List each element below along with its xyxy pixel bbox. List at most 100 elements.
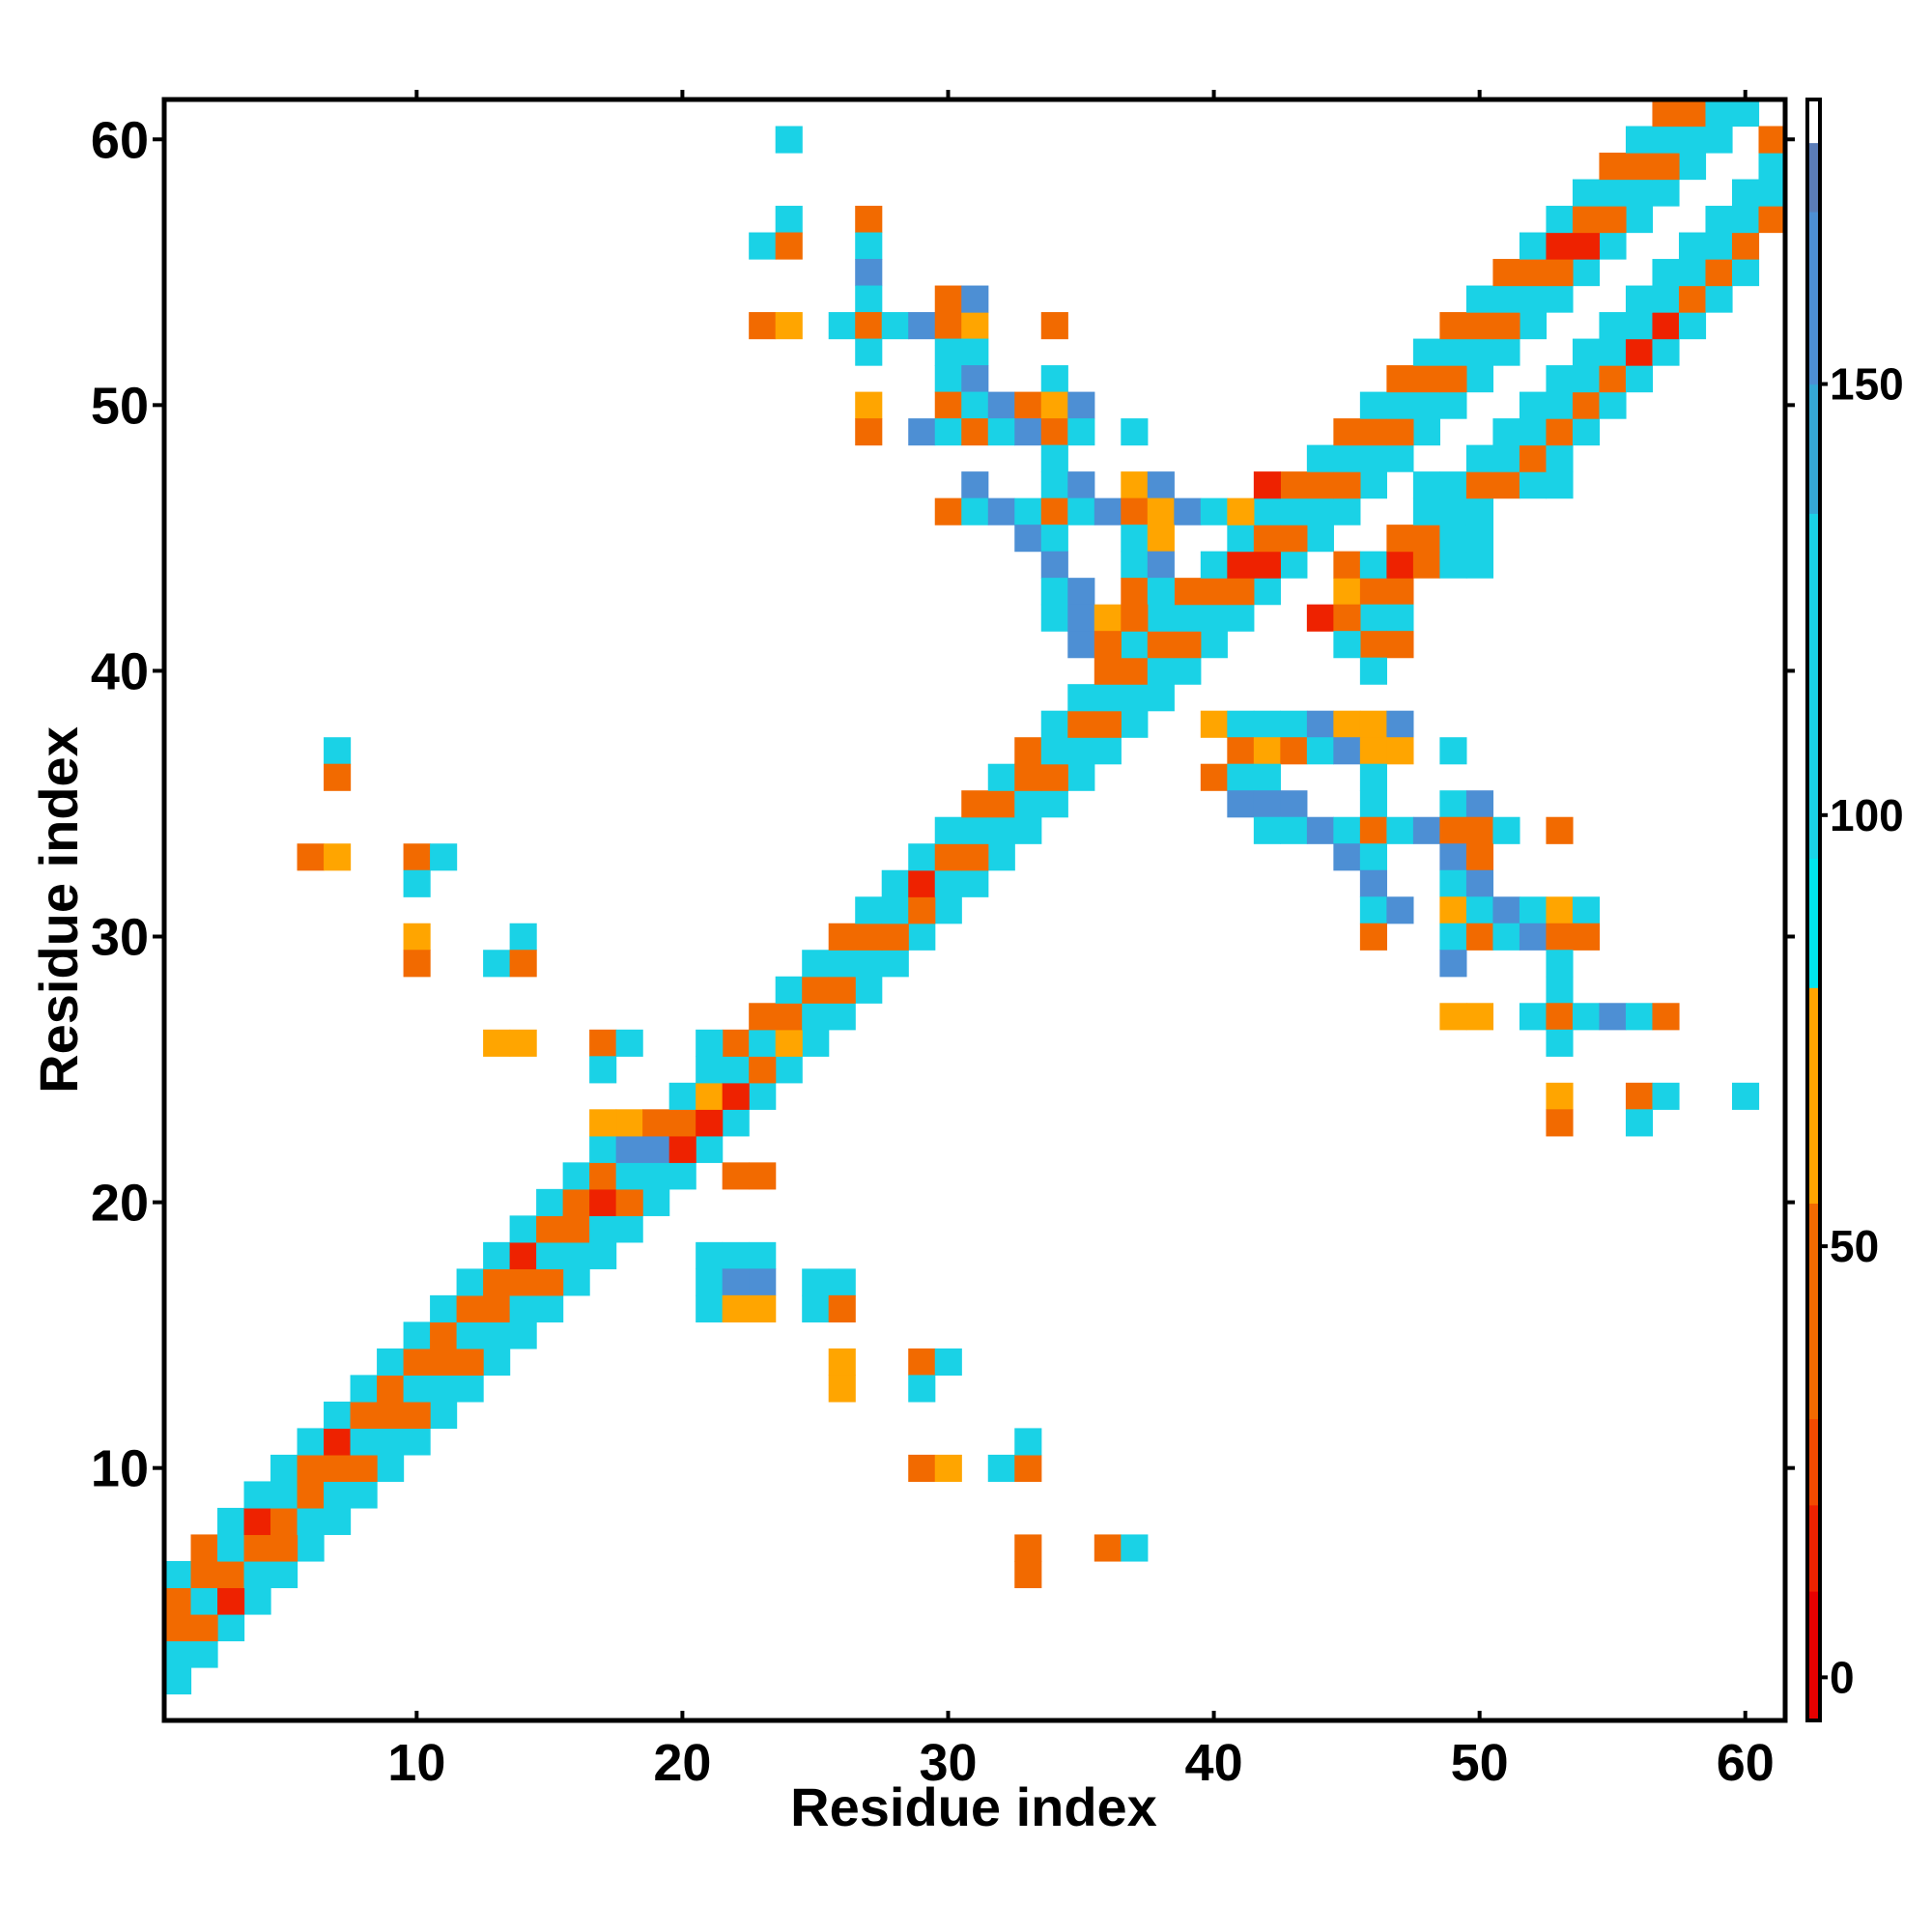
heatmap-cell bbox=[1678, 232, 1707, 260]
heatmap-cell bbox=[190, 1560, 218, 1589]
heatmap-cell bbox=[1519, 312, 1548, 340]
heatmap-cell bbox=[855, 418, 883, 446]
colorbar-band bbox=[1807, 212, 1820, 385]
heatmap-cell bbox=[1040, 444, 1068, 472]
heatmap-cell bbox=[1014, 816, 1042, 844]
heatmap-cell bbox=[243, 1587, 271, 1615]
colorbar-tick-label: 100 bbox=[1830, 790, 1904, 840]
heatmap-cell bbox=[1758, 153, 1786, 181]
heatmap-cell bbox=[190, 1587, 218, 1615]
heatmap-cell bbox=[1386, 525, 1414, 553]
heatmap-cell bbox=[1546, 285, 1574, 313]
heatmap-cell bbox=[1333, 551, 1361, 579]
heatmap-cell bbox=[562, 1215, 590, 1243]
heatmap-cell bbox=[1306, 737, 1334, 765]
x-tick-label: 30 bbox=[919, 1734, 977, 1792]
heatmap-cell bbox=[1519, 444, 1548, 472]
heatmap-cell bbox=[1625, 126, 1654, 154]
heatmap-cell bbox=[1519, 1003, 1548, 1031]
heatmap-cell bbox=[1678, 153, 1707, 181]
heatmap-cell bbox=[934, 497, 962, 526]
heatmap-cell bbox=[1439, 365, 1467, 393]
heatmap-cell bbox=[749, 312, 777, 340]
heatmap-cell bbox=[1227, 710, 1255, 738]
heatmap-cell bbox=[1465, 869, 1494, 897]
heatmap-cell bbox=[642, 1109, 670, 1137]
heatmap-cell bbox=[1094, 684, 1122, 712]
heatmap-cell bbox=[1412, 497, 1440, 526]
heatmap-cell bbox=[1439, 896, 1467, 924]
heatmap-cell bbox=[1386, 551, 1414, 579]
heatmap-cell bbox=[1546, 976, 1574, 1004]
heatmap-cell bbox=[1386, 737, 1414, 765]
heatmap-cell bbox=[908, 869, 936, 897]
y-axis-title: Residue index bbox=[28, 726, 89, 1094]
heatmap-cell bbox=[1439, 816, 1467, 844]
heatmap-cell bbox=[1067, 604, 1095, 632]
heatmap-cell bbox=[908, 843, 936, 871]
heatmap-cell bbox=[1625, 206, 1654, 234]
heatmap-cell bbox=[1412, 418, 1440, 446]
colorbar-band bbox=[1807, 858, 1820, 988]
heatmap-cell bbox=[855, 391, 883, 419]
heatmap-cell bbox=[1465, 551, 1494, 579]
heatmap-cell bbox=[589, 1056, 617, 1084]
heatmap-cell bbox=[1386, 418, 1414, 446]
heatmap-cell bbox=[934, 338, 962, 366]
heatmap-cell bbox=[217, 1507, 245, 1536]
heatmap-cell bbox=[1253, 737, 1281, 765]
heatmap-cell bbox=[1705, 285, 1733, 313]
heatmap-cell bbox=[828, 312, 856, 340]
heatmap-cell bbox=[1705, 99, 1733, 128]
heatmap-cell bbox=[881, 950, 909, 978]
heatmap-cell bbox=[1652, 179, 1680, 207]
heatmap-cell bbox=[430, 1294, 458, 1322]
heatmap-cell bbox=[1492, 471, 1520, 499]
heatmap-cell bbox=[1546, 896, 1574, 924]
heatmap-cell bbox=[324, 1481, 352, 1509]
heatmap-cell bbox=[1359, 869, 1387, 897]
heatmap-cell bbox=[430, 1348, 458, 1376]
heatmap-cell bbox=[1705, 232, 1733, 260]
heatmap-cell bbox=[1333, 816, 1361, 844]
heatmap-cell bbox=[1546, 418, 1574, 446]
x-tick-label: 60 bbox=[1717, 1734, 1775, 1792]
heatmap-cell bbox=[1439, 923, 1467, 951]
heatmap-cell bbox=[1731, 259, 1760, 287]
heatmap-cell bbox=[403, 869, 431, 897]
heatmap-cell bbox=[1465, 896, 1494, 924]
heatmap-cell bbox=[562, 1188, 590, 1216]
heatmap-cell bbox=[1359, 551, 1387, 579]
heatmap-cell bbox=[1359, 418, 1387, 446]
heatmap-cell bbox=[1094, 710, 1122, 738]
heatmap-cell bbox=[961, 869, 989, 897]
heatmap-cell bbox=[1439, 525, 1467, 553]
heatmap-cell bbox=[1094, 737, 1122, 765]
heatmap-cell bbox=[1121, 497, 1149, 526]
heatmap-cell bbox=[1121, 525, 1149, 553]
heatmap-cell bbox=[1625, 312, 1654, 340]
heatmap-cell bbox=[430, 1321, 458, 1350]
heatmap-cell bbox=[1121, 551, 1149, 579]
heatmap-cell bbox=[1625, 153, 1654, 181]
heatmap-cell bbox=[1014, 1534, 1042, 1562]
heatmap-cell bbox=[855, 259, 883, 287]
heatmap-cell bbox=[430, 1401, 458, 1430]
heatmap-cell bbox=[722, 1029, 750, 1057]
heatmap-cell bbox=[1386, 391, 1414, 419]
heatmap-cell bbox=[855, 285, 883, 313]
heatmap-cell bbox=[324, 737, 352, 765]
heatmap-cell bbox=[1652, 99, 1680, 128]
heatmap-cell bbox=[509, 1268, 537, 1296]
heatmap-cell bbox=[1147, 631, 1175, 659]
heatmap-cell bbox=[1359, 471, 1387, 499]
heatmap-cell bbox=[855, 950, 883, 978]
heatmap-cell bbox=[908, 312, 936, 340]
heatmap-cell bbox=[243, 1534, 271, 1562]
heatmap-cell bbox=[1758, 179, 1786, 207]
heatmap-cell bbox=[615, 1188, 643, 1216]
heatmap-cell bbox=[1014, 763, 1042, 791]
heatmap-cell bbox=[615, 1109, 643, 1137]
heatmap-cell bbox=[1412, 471, 1440, 499]
